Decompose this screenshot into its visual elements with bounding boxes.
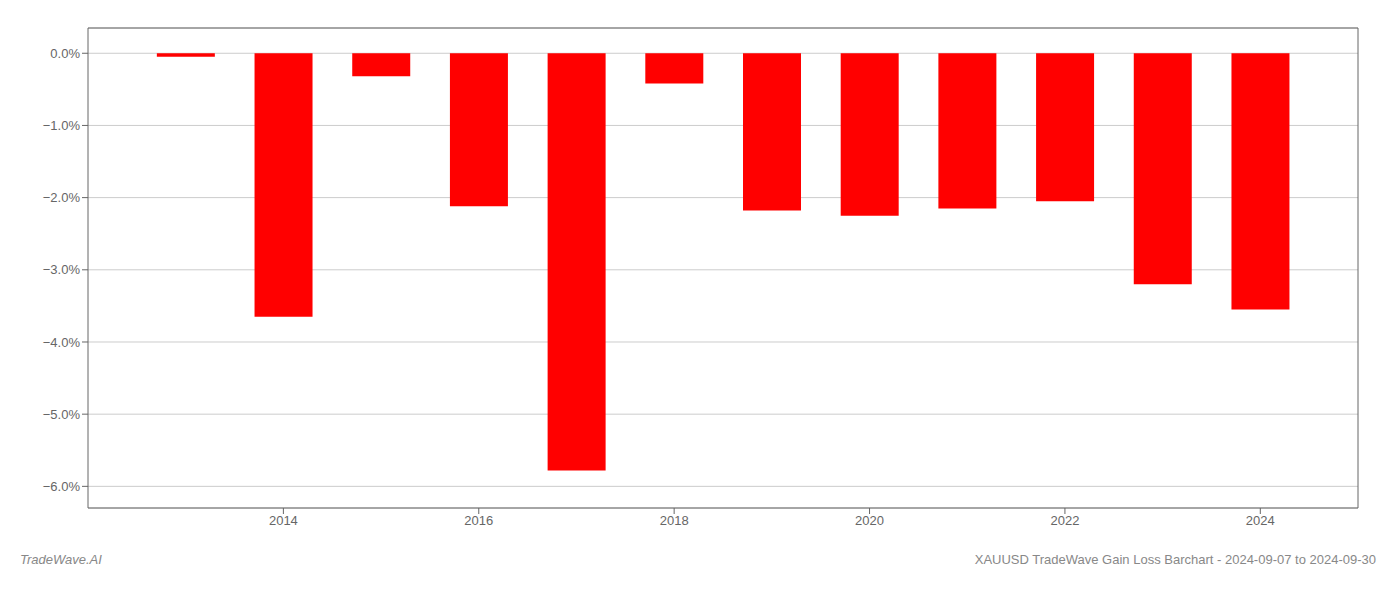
svg-text:2024: 2024 xyxy=(1246,513,1275,528)
svg-text:2016: 2016 xyxy=(464,513,493,528)
svg-text:2022: 2022 xyxy=(1050,513,1079,528)
svg-text:−4.0%: −4.0% xyxy=(43,335,81,350)
svg-text:2014: 2014 xyxy=(269,513,298,528)
svg-text:−5.0%: −5.0% xyxy=(43,407,81,422)
svg-text:2020: 2020 xyxy=(855,513,884,528)
svg-text:−3.0%: −3.0% xyxy=(43,262,81,277)
svg-text:−6.0%: −6.0% xyxy=(43,479,81,494)
svg-text:−1.0%: −1.0% xyxy=(43,118,81,133)
svg-text:−2.0%: −2.0% xyxy=(43,190,81,205)
html-text:XAUUSD TradeWave Gain Loss Bar: XAUUSD TradeWave Gain Loss Barchart - 20… xyxy=(974,552,1376,567)
html-text:TradeWave.AI: TradeWave.AI xyxy=(20,552,102,567)
svg-text:2018: 2018 xyxy=(660,513,689,528)
svg-text:0.0%: 0.0% xyxy=(50,46,80,61)
